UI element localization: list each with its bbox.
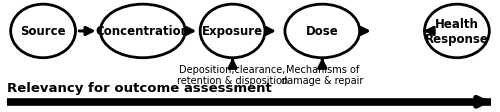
Text: Mechanisms of
damage & repair: Mechanisms of damage & repair	[281, 64, 363, 86]
Text: Health
Response: Health Response	[425, 18, 489, 46]
Text: Source: Source	[20, 25, 66, 38]
Text: Dose: Dose	[306, 25, 338, 38]
Text: Exposure: Exposure	[202, 25, 263, 38]
Text: Relevancy for outcome assessment: Relevancy for outcome assessment	[6, 81, 272, 94]
Text: Concentration: Concentration	[96, 25, 190, 38]
Text: Deposition,clearance,
retention & disposition: Deposition,clearance, retention & dispos…	[177, 64, 288, 86]
